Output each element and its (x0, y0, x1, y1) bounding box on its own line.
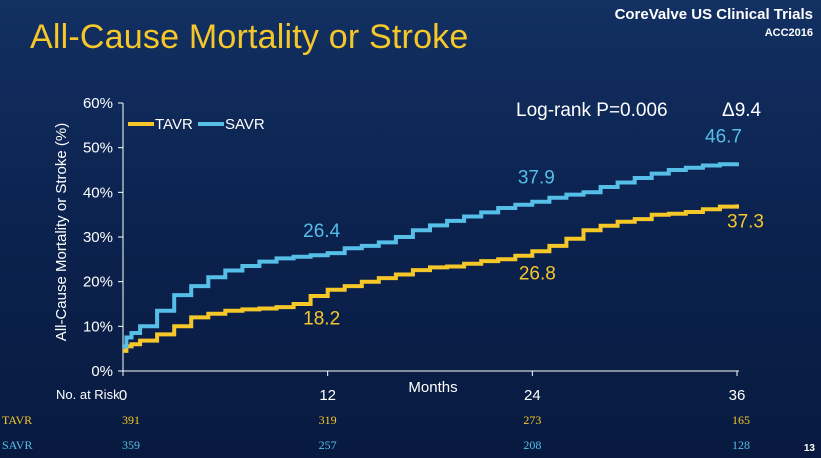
y-tick-label: 30% (83, 229, 113, 246)
series-line-savr (123, 162, 739, 349)
delta-annotation: Δ9.4 (722, 100, 762, 121)
x-tick-label: 24 (524, 387, 541, 404)
y-tick-label: 0% (91, 363, 113, 380)
data-label-tavr: 18.2 (303, 309, 340, 330)
y-tick-label: 40% (83, 184, 113, 201)
slide-title: All-Cause Mortality or Stroke (30, 18, 469, 56)
y-tick-label: 50% (83, 140, 113, 157)
x-tick-label: 36 (729, 387, 746, 404)
risk-value-tavr: 273 (523, 413, 542, 427)
log-rank-annotation: Log-rank P=0.006 (516, 100, 668, 121)
brand-name: CoreValve US Clinical Trials (614, 6, 813, 23)
legend-label-savr: SAVR (225, 116, 265, 133)
data-label-tavr: 37.3 (727, 211, 764, 232)
x-tick-label: 0 (119, 387, 127, 404)
data-label-savr: 46.7 (705, 126, 742, 147)
data-label-savr: 37.9 (518, 168, 555, 189)
risk-table-title: No. at Risk (56, 387, 120, 402)
y-axis-label: All-Cause Mortality or Stroke (%) (53, 123, 70, 341)
risk-value-savr: 208 (523, 438, 542, 452)
legend-label-tavr: TAVR (155, 116, 193, 133)
y-tick-label: 10% (83, 318, 113, 335)
conference-label: ACC2016 (764, 27, 813, 39)
data-label-tavr: 26.8 (519, 263, 556, 284)
risk-value-tavr: 319 (318, 413, 337, 427)
x-axis-label: Months (408, 379, 457, 396)
slide-number: 13 (803, 443, 815, 454)
series-line-tavr (123, 204, 739, 353)
risk-row-label-savr: SAVR (2, 438, 33, 452)
risk-value-savr: 128 (732, 438, 750, 452)
risk-value-savr: 257 (318, 438, 337, 452)
y-tick-label: 60% (83, 95, 113, 112)
risk-value-savr: 359 (122, 438, 140, 452)
x-tick-label: 12 (319, 387, 336, 404)
y-tick-label: 20% (83, 274, 113, 291)
data-label-savr: 26.4 (303, 221, 340, 242)
risk-value-tavr: 165 (732, 413, 750, 427)
brand-block: CoreValve US Clinical Trials ACC2016 (615, 6, 813, 39)
risk-value-tavr: 391 (122, 413, 140, 427)
risk-row-label-tavr: TAVR (2, 413, 33, 427)
